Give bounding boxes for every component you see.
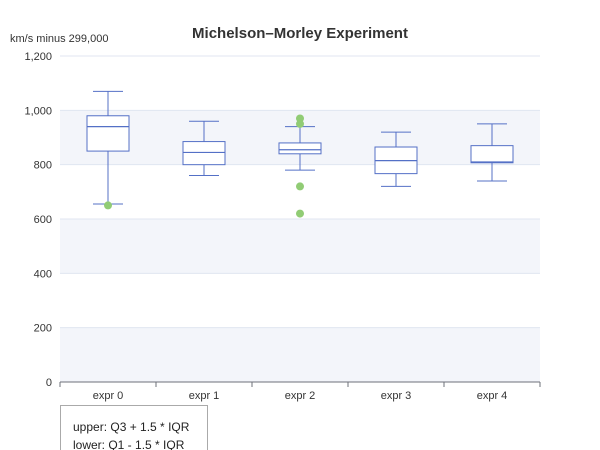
background-band <box>60 327 540 382</box>
y-tick-label: 400 <box>34 268 52 280</box>
note-upper: upper: Q3 + 1.5 * IQR <box>73 420 190 434</box>
note-box: upper: Q3 + 1.5 * IQR lower: Q1 - 1.5 * … <box>60 405 208 450</box>
x-tick-label: expr 1 <box>189 390 220 402</box>
box-expr-0[interactable] <box>86 90 130 205</box>
iqr-box <box>86 115 130 152</box>
iqr-box <box>278 142 322 155</box>
grid-lines <box>60 55 540 329</box>
axes: 0 200 400 600 800 1,000 1,200 expr 0 expr 1 expr … <box>24 51 541 402</box>
y-axis-label: km/s minus 299,000 <box>10 33 108 45</box>
y-tick-label: 1,000 <box>24 105 52 117</box>
x-tick-label: expr 0 <box>93 390 124 402</box>
y-tick-label: 0 <box>46 377 52 389</box>
y-tick-label: 1,200 <box>24 51 52 63</box>
y-tick-label: 800 <box>34 160 52 172</box>
outlier-series <box>104 114 304 218</box>
box-series <box>86 90 514 205</box>
outlier-point[interactable] <box>296 182 304 191</box>
outlier-point[interactable] <box>296 119 304 128</box>
x-tick-label: expr 2 <box>285 390 316 402</box>
note-lower: lower: Q1 - 1.5 * IQR <box>73 438 185 450</box>
background-band <box>60 219 540 274</box>
box-expr-3[interactable] <box>374 131 418 187</box>
outlier-point[interactable] <box>296 209 304 218</box>
outlier-point[interactable] <box>104 201 112 210</box>
y-tick-label: 600 <box>34 214 52 226</box>
iqr-box <box>470 145 514 164</box>
y-tick-label: 200 <box>34 323 52 335</box>
background-bands <box>60 110 540 382</box>
x-tick-label: expr 4 <box>477 390 508 402</box>
box-expr-4[interactable] <box>470 123 514 182</box>
x-tick-label: expr 3 <box>381 390 412 402</box>
box-expr-1[interactable] <box>182 120 226 177</box>
chart-title: Michelson–Morley Experiment <box>192 25 408 42</box>
iqr-box <box>182 141 226 166</box>
